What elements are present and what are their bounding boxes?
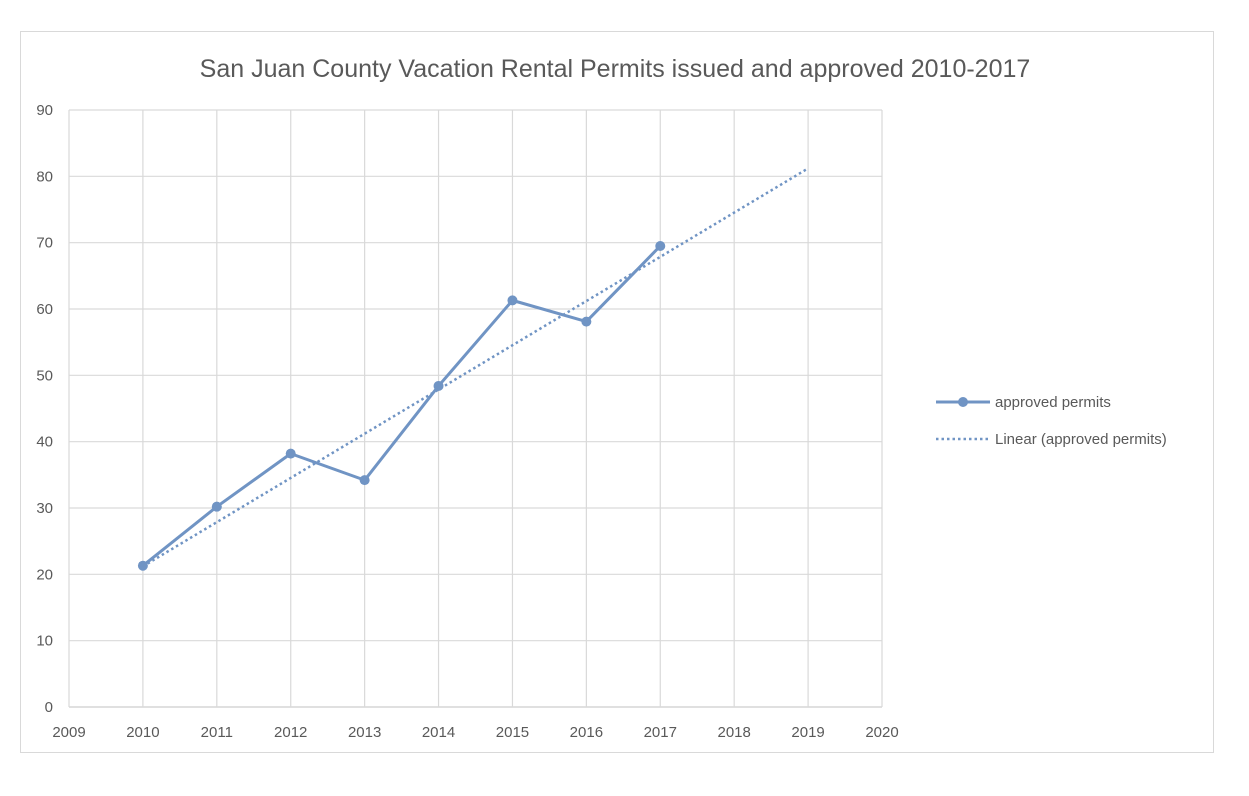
data-point [433,380,444,391]
x-tick-label: 2015 [496,724,529,741]
gridlines [68,109,883,708]
chart-area: San Juan County Vacation Rental Permits … [20,31,1214,753]
x-tick-label: 2018 [717,724,750,741]
x-tick-label: 2009 [52,724,85,741]
x-tick-label: 2014 [422,724,455,741]
legend-label: approved permits [995,394,1111,411]
x-tick-label: 2011 [201,724,233,741]
series-group [137,167,809,571]
axes: 0 10 20 30 40 50 60 70 80 90 2009 2010 2011 2012 2013 2… [36,102,898,741]
y-tick-label: 80 [36,168,53,185]
series-line [141,244,662,567]
y-tick-label: 40 [36,434,53,451]
data-point [655,240,666,251]
x-tick-label: 2013 [348,724,381,741]
legend-marker [958,397,968,407]
x-tick-label: 2016 [570,724,603,741]
y-tick-label: 50 [36,367,53,384]
legend: approved permits Linear (approved permits… [936,394,1167,448]
x-tick-label: 2010 [126,724,159,741]
y-tick-label: 70 [36,235,53,252]
legend-label: Linear (approved permits) [995,431,1167,448]
data-point [581,316,592,327]
x-tick-label: 2019 [791,724,824,741]
data-point [211,501,222,512]
data-point [359,475,370,486]
y-tick-label: 20 [36,566,53,583]
trendline [142,167,809,568]
y-tick-label: 90 [36,102,53,119]
line-chart: San Juan County Vacation Rental Permits … [36,55,1167,741]
y-tick-label: 60 [36,301,53,318]
x-tick-label: 2012 [274,724,307,741]
data-point [285,448,296,459]
x-tick-label: 2020 [865,724,898,741]
x-tick-label: 2017 [644,724,677,741]
y-tick-label: 0 [45,699,53,716]
data-point [507,295,518,306]
y-tick-label: 10 [36,633,53,650]
chart-title: San Juan County Vacation Rental Permits … [200,55,1031,83]
y-tick-label: 30 [36,500,53,517]
